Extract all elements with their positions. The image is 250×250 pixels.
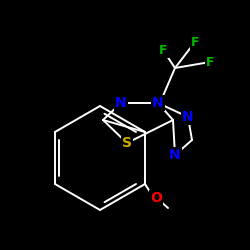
Text: F: F: [191, 36, 199, 49]
Text: O: O: [150, 191, 162, 205]
Text: F: F: [206, 56, 214, 68]
Text: N: N: [115, 96, 127, 110]
Text: S: S: [122, 136, 132, 150]
Text: N: N: [169, 148, 181, 162]
Text: F: F: [159, 44, 167, 57]
Text: N: N: [182, 110, 194, 124]
Text: N: N: [152, 96, 164, 110]
